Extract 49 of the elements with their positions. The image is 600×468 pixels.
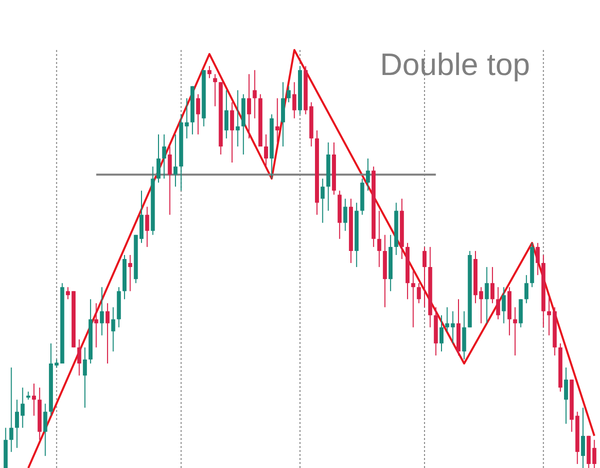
candlestick [490,266,494,304]
candlestick [106,302,110,364]
candlestick [184,98,189,139]
candlestick [230,102,234,164]
candlestick [173,134,178,188]
candlestick [207,66,212,79]
candlestick [252,70,257,119]
candlestick [111,306,116,352]
candlestick [236,90,240,147]
candlestick [275,98,280,143]
candlestick [564,367,568,424]
candlestick [162,134,166,180]
candlestick [496,286,500,320]
candlestick [524,274,528,304]
candlestick [416,282,421,304]
candlestick [536,242,540,276]
candlestick [592,439,596,468]
candlestick [292,82,296,119]
candlestick [247,74,252,139]
candlestick [128,254,132,292]
candlestick [445,306,450,332]
candlestick [82,346,87,408]
candlestick [377,210,382,268]
candlestick [77,338,82,376]
candlestick [9,367,14,452]
candlestick [320,178,325,224]
candlestick [32,383,36,416]
candlestick [366,158,370,192]
candlestick [422,246,427,308]
candlestick [581,407,586,468]
annotation: Double top [380,47,530,82]
candlestick [145,206,150,248]
candlestick [100,286,104,336]
candlestick [484,266,489,324]
candlestick [196,94,200,135]
candlestick [286,86,291,103]
candlestick [411,270,416,328]
candlestick [156,134,160,184]
candlestick [224,90,228,139]
candlestick [450,310,455,344]
candlestick [168,146,172,216]
candlestick [43,403,48,456]
candlestick [502,286,506,324]
candlestick [343,198,348,232]
candlestick [264,134,268,168]
candlestick [513,306,518,356]
candlestick [94,302,98,348]
candlestick [440,314,444,352]
candlestick [213,74,218,107]
